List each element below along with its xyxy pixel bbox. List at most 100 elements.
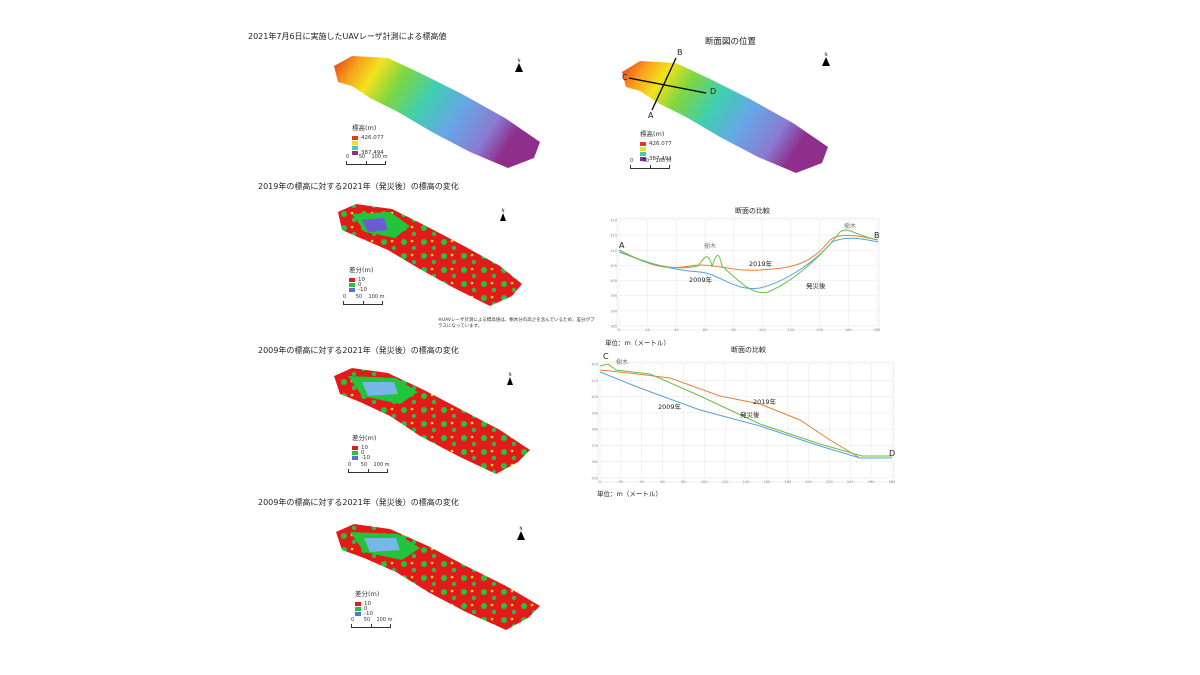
y-tick-label: 410 <box>591 379 598 383</box>
y-tick-label: 410 <box>610 249 617 253</box>
x-tick-label: 0 <box>599 480 601 484</box>
x-tick-label: 100 <box>759 328 766 332</box>
section-cd-unit: 単位：m（メートル） <box>597 490 662 498</box>
x-tick-label: 140 <box>743 480 750 484</box>
x-tick-label: 140 <box>816 328 823 332</box>
location-legend: 標高(m) 426.077 387.494 <box>640 128 672 162</box>
panel1-scale-bar: 0 50 100 m <box>346 154 387 165</box>
x-tick-label: 220 <box>826 480 833 484</box>
section-cd-end-c: C <box>603 352 609 361</box>
tree-label: 樹木 <box>844 223 857 230</box>
x-tick-label: 20 <box>619 480 623 484</box>
line-2009-ab <box>618 237 879 290</box>
north-arrow-icon: N <box>515 58 523 72</box>
tree-label: 樹木 <box>704 243 717 250</box>
scale-0: 0 <box>351 617 355 623</box>
diff-map-2009 <box>334 368 530 474</box>
y-tick-label: 380 <box>591 428 598 432</box>
diff-map-2019 <box>338 204 522 306</box>
y-tick-label: 390 <box>610 309 617 313</box>
label-a: A <box>648 111 654 120</box>
legend-title: 標高(m) <box>640 130 665 138</box>
x-tick-label: 60 <box>660 480 664 484</box>
line-2019-cd <box>599 369 892 459</box>
legend-title: 差分(m) <box>349 266 374 274</box>
x-tick-label: 120 <box>788 328 795 332</box>
y-tick-label: 400 <box>591 395 598 399</box>
x-tick-label: 260 <box>868 480 875 484</box>
section-line-cd <box>628 77 707 94</box>
panel1-title: 2021年7月6日に実施したUAVレーザ計測による標高値 <box>248 32 447 41</box>
y-tick-label: 370 <box>591 444 598 448</box>
x-tick-label: 160 <box>764 480 771 484</box>
x-tick-label: 80 <box>681 480 685 484</box>
panel2-title: 2019年の標高に対する2021年（発災後）の標高の変化 <box>258 182 459 191</box>
legend-item: 10 <box>361 444 368 451</box>
legend-item: 0 <box>361 449 365 456</box>
north-arrow-icon: N <box>822 52 830 66</box>
series-label-after: 発災後 <box>806 282 826 290</box>
label-c: C <box>622 73 628 82</box>
scale-100: 100 m <box>376 617 393 623</box>
x-tick-label: 180 <box>784 480 791 484</box>
legend-low: 387.494 <box>361 149 384 156</box>
x-tick-label: 120 <box>722 480 729 484</box>
panel3-legend: 差分(m) 10 0 -10 <box>352 432 377 461</box>
section-ab-unit: 単位：m（メートル） <box>605 339 670 347</box>
x-tick-label: 20 <box>645 328 649 332</box>
scale-50: 50 <box>642 158 650 164</box>
scale-100: 100 m <box>373 462 390 468</box>
x-tick-label: 160 <box>845 328 852 332</box>
label-d: D <box>710 87 717 96</box>
location-map <box>622 57 828 173</box>
series-label-2009: 2009年 <box>689 276 713 284</box>
scale-0: 0 <box>348 462 352 468</box>
legend-item: -10 <box>361 454 370 461</box>
panel1-legend: 標高(m) 426.077 387.494 <box>352 122 384 156</box>
y-tick-label: 405 <box>610 264 617 268</box>
section-cd-title: 断面の比較 <box>731 346 766 354</box>
legend-item: 0 <box>358 281 362 288</box>
location-scale-bar: 0 50 100 m <box>630 158 671 169</box>
panel2-scale-bar: 0 50 100 m <box>343 294 384 305</box>
legend-item: 10 <box>364 600 371 607</box>
series-label-2019: 2019年 <box>753 398 777 406</box>
series-label-2009: 2009年 <box>658 403 682 411</box>
legend-item: -10 <box>358 286 367 293</box>
legend-title: 差分(m) <box>355 590 380 598</box>
y-tick-label: 385 <box>610 325 617 329</box>
scale-50: 50 <box>355 294 363 300</box>
y-tick-label: 360 <box>591 460 598 464</box>
x-tick-label: 180 <box>874 328 881 332</box>
y-tick-label: 350 <box>591 477 598 481</box>
legend-title: 差分(m) <box>352 434 377 442</box>
x-tick-label: 40 <box>674 328 678 332</box>
label-b: B <box>677 48 683 57</box>
y-tick-label: 390 <box>591 411 598 415</box>
scale-100: 100 m <box>655 158 672 164</box>
legend-item: -10 <box>364 610 373 617</box>
x-tick-label: 80 <box>731 328 735 332</box>
location-title: 断面図の位置 <box>705 37 757 47</box>
north-arrow-icon: N <box>517 526 525 540</box>
line-after-ab <box>618 229 879 294</box>
legend-item: 0 <box>364 605 368 612</box>
x-tick-label: 240 <box>847 480 854 484</box>
legend-high: 426.077 <box>649 140 672 147</box>
note-text: ※UAVレーザ計測による標高値は、樹木分の高さを含んでいるため、差分がプラスにな… <box>438 318 595 329</box>
legend-item: 10 <box>358 276 365 283</box>
y-tick-label: 420 <box>610 219 617 223</box>
scale-0: 0 <box>346 154 350 160</box>
y-tick-label: 400 <box>610 279 617 283</box>
y-tick-label: 415 <box>610 234 617 238</box>
scale-50: 50 <box>363 617 371 623</box>
section-cd-end-d: D <box>889 449 896 458</box>
legend-title: 標高(m) <box>352 124 377 132</box>
series-label-2019: 2019年 <box>749 260 773 268</box>
diff-map-2009-b <box>336 524 540 630</box>
elevation-map <box>334 56 540 168</box>
panel4-legend: 差分(m) 10 0 -10 <box>355 588 380 617</box>
section-line-ab <box>651 57 677 111</box>
